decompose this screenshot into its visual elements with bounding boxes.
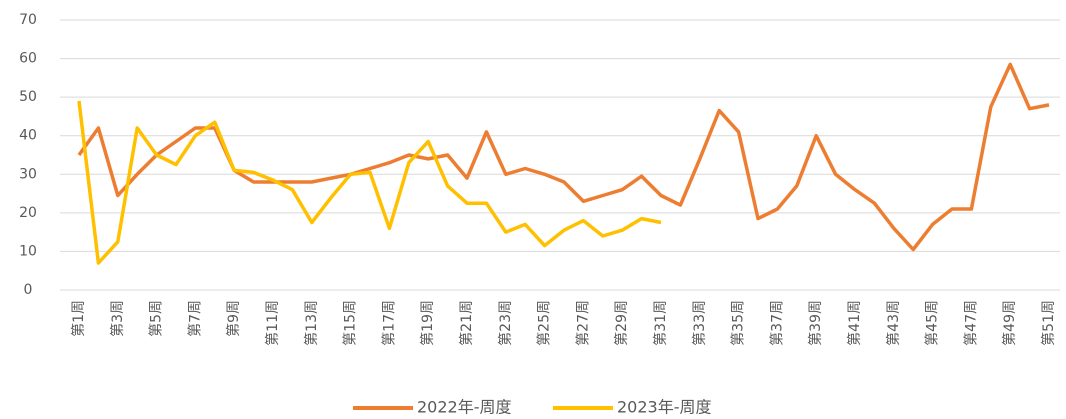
x-tick-label: 第37周 [768,300,785,346]
x-tick-label: 第47周 [962,300,979,346]
x-tick-label: 第15周 [342,300,359,346]
x-tick-label: 第23周 [497,300,514,346]
x-tick-label: 第27周 [574,300,591,346]
x-tick-label: 第13周 [303,300,320,346]
x-tick-label: 第21周 [458,300,475,346]
x-tick-label: 第11周 [264,300,281,346]
y-tick-label: 50 [19,89,37,105]
x-tick-label: 第7周 [186,300,203,337]
x-tick-label: 第29周 [613,300,630,346]
y-tick-label: 20 [19,205,37,221]
y-tick-label: 60 [19,51,37,67]
legend-label: 2023年-周度 [617,398,712,417]
series-line [77,62,1050,252]
y-tick-label: 40 [19,128,37,144]
series-line [77,100,662,265]
legend-label: 2022年-周度 [417,398,512,417]
y-tick-label: 10 [19,243,37,259]
x-tick-label: 第45周 [924,300,941,346]
x-tick-label: 第5周 [148,300,165,337]
x-tick-label: 第49周 [1001,300,1018,346]
x-tick-label: 第39周 [807,300,824,346]
x-tick-label: 第35周 [730,300,747,346]
x-tick-label: 第33周 [691,300,708,346]
x-tick-label: 第51周 [1040,300,1057,346]
x-tick-label: 第9周 [225,300,242,337]
x-tick-label: 第1周 [70,300,87,337]
x-tick-label: 第19周 [419,300,436,346]
y-tick-label: 0 [24,282,33,298]
y-tick-label: 30 [19,166,37,182]
x-tick-label: 第17周 [380,300,397,346]
y-tick-label: 70 [19,12,37,28]
x-tick-label: 第43周 [885,300,902,346]
x-tick-label: 第3周 [109,300,126,337]
x-tick-label: 第25周 [536,300,553,346]
x-tick-label: 第31周 [652,300,669,346]
x-tick-label: 第41周 [846,300,863,346]
